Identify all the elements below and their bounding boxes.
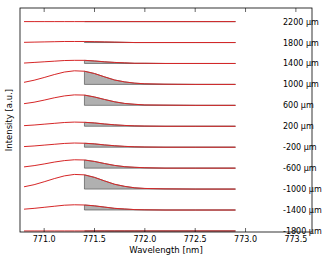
series-label: -1400 μm <box>283 206 322 215</box>
x-tick-label: 773.5 <box>284 235 307 244</box>
plot-background <box>20 8 312 232</box>
x-tick <box>245 228 246 232</box>
x-tick-label: 771.0 <box>33 235 56 244</box>
spectrum-line <box>24 60 235 63</box>
spectrum-line <box>24 21 235 22</box>
x-tick-label: 773.0 <box>234 235 257 244</box>
spectrum-line <box>24 174 235 189</box>
x-tick-label: 772.0 <box>133 235 156 244</box>
x-tick <box>44 228 45 232</box>
plot-area <box>24 22 235 231</box>
spectrum-line <box>24 95 235 105</box>
series-label: 1800 μm <box>283 39 319 48</box>
x-tick <box>295 8 296 12</box>
series-label: 1400 μm <box>283 59 319 68</box>
x-axis-label: Wavelength [nm] <box>129 245 202 255</box>
series-label: -1000 μm <box>283 185 322 194</box>
y-axis-label: Intensity [a.u.] <box>4 89 14 151</box>
x-tick-label: 771.5 <box>83 235 106 244</box>
plot-frame <box>20 8 312 232</box>
spectrum-line <box>24 41 235 42</box>
x-tick <box>144 8 145 12</box>
x-tick <box>144 228 145 232</box>
x-tick <box>44 8 45 12</box>
spectrum-line <box>24 122 235 126</box>
x-tick <box>195 8 196 12</box>
series-label: 600 μm <box>283 101 314 110</box>
spectrum-line <box>24 230 235 231</box>
x-tick <box>94 228 95 232</box>
chart: 2200 μm 1800 μm 1400 μm 1000 μm 600 μm 200 μm… <box>0 0 327 263</box>
x-tick-label: 772.5 <box>184 235 207 244</box>
spectrum-line <box>24 160 235 168</box>
spectrum-line <box>24 71 235 85</box>
series-label: 1000 μm <box>283 80 319 89</box>
x-tick <box>94 8 95 12</box>
x-tick <box>195 228 196 232</box>
x-tick <box>245 8 246 12</box>
spectrum-line <box>24 205 235 210</box>
x-tick <box>295 228 296 232</box>
spectrum-line <box>24 143 235 147</box>
series-label: 200 μm <box>283 122 314 131</box>
series-label: 2200 μm <box>283 18 319 27</box>
